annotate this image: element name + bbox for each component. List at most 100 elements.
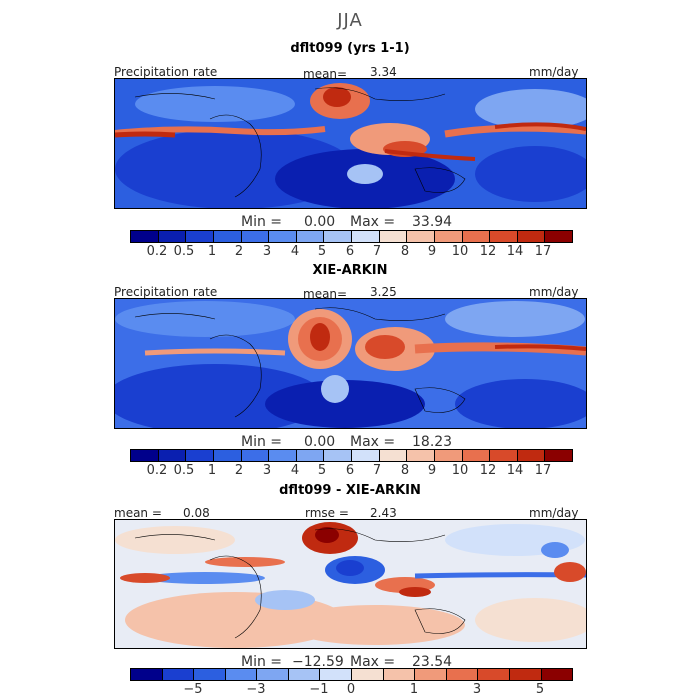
panel-1-map-field — [115, 79, 586, 208]
panel-3-rmse-label: rmse = — [305, 506, 349, 520]
panel-2-colorbar-bin — [462, 450, 491, 461]
panel-2-colorbar — [130, 449, 573, 462]
panel-1-colorbar-bin — [186, 231, 214, 242]
panel-1-colorbar-tick: 6 — [345, 244, 355, 259]
panel-1-colorbar-bin — [462, 231, 491, 242]
panel-1-min-value: 0.00 — [304, 214, 336, 230]
panel-2-colorbar-bin — [517, 450, 546, 461]
panel-2-colorbar-bin — [131, 450, 159, 461]
panel-1-colorbar-bin — [379, 231, 408, 242]
panel-2-colorbar-bin — [269, 450, 297, 461]
panel-3-colorbar-tick: −1 — [309, 682, 329, 697]
panel-2-colorbar-bin — [324, 450, 352, 461]
panel-2-mean-value: 3.25 — [370, 285, 397, 299]
panel-1-colorbar-bin — [490, 231, 518, 242]
panel-2-map-field — [115, 299, 586, 428]
panel-3-colorbar-bin — [478, 669, 510, 680]
panel-1-mean-label: mean= — [303, 67, 348, 81]
panel-3-colorbar-bin — [541, 669, 573, 680]
panel-3-units: mm/day — [529, 506, 579, 520]
panel-1-mean-value: 3.34 — [370, 65, 397, 79]
panel-3-colorbar-bin — [162, 669, 195, 680]
panel-3-colorbar-tick: 5 — [535, 682, 545, 697]
panel-3-mean-value: 0.08 — [183, 506, 210, 520]
panel-3-max-label: Max = — [350, 654, 396, 670]
panel-2-units: mm/day — [529, 285, 579, 299]
panel-2-colorbar-bin — [241, 450, 270, 461]
panel-3-min-label: Min = — [241, 654, 283, 670]
panel-3-map — [114, 519, 587, 649]
panel-2-max-label: Max = — [350, 434, 396, 450]
panel-2-colorbar-bin — [545, 450, 572, 461]
panel-1-colorbar-bin — [352, 231, 380, 242]
panel-3-colorbar-bin — [320, 669, 353, 680]
panel-1-colorbar-bin — [434, 231, 463, 242]
panel-1-min-label: Min = — [241, 214, 283, 230]
panel-3-colorbar-bin — [352, 669, 384, 680]
panel-1-colorbar-tick: 5 — [317, 244, 327, 259]
panel-1-colorbar-bin — [269, 231, 297, 242]
panel-1-variable-label: Precipitation rate — [114, 65, 218, 79]
panel-1-colorbar-bin — [296, 231, 325, 242]
panel-2-variable-label: Precipitation rate — [114, 285, 218, 299]
panel-3-colorbar-bin — [383, 669, 416, 680]
panel-3-title: dflt099 - XIE-ARKIN — [279, 483, 421, 498]
panel-1-colorbar-bin — [131, 231, 159, 242]
panel-1-colorbar-tick: 2 — [234, 244, 244, 259]
panel-1-colorbar-tick: 9 — [427, 244, 437, 259]
panel-3-colorbar-tick: −3 — [246, 682, 266, 697]
panel-1-colorbar-bin — [241, 231, 270, 242]
panel-3-colorbar-bin — [257, 669, 289, 680]
panel-3-colorbar-bin — [225, 669, 258, 680]
panel-3-colorbar-bin — [446, 669, 479, 680]
panel-2-title: XIE-ARKIN — [312, 263, 388, 278]
panel-2-colorbar-bin — [186, 450, 214, 461]
panel-1-colorbar-bin — [545, 231, 572, 242]
panel-1-colorbar-tick: 17 — [534, 244, 552, 259]
panel-2-colorbar-tick: 0.2 — [146, 463, 168, 478]
panel-2-min-label: Min = — [241, 434, 283, 450]
panel-3-colorbar-tick: 0 — [346, 682, 356, 697]
panel-3-max-value: 23.54 — [412, 654, 453, 670]
panel-3-rmse-value: 2.43 — [370, 506, 397, 520]
panel-3-colorbar-bin — [509, 669, 542, 680]
panel-1-colorbar-tick: 7 — [372, 244, 382, 259]
panel-2-colorbar-tick: 9 — [427, 463, 437, 478]
panel-1-map — [114, 78, 587, 209]
panel-2-colorbar-tick: 0.5 — [173, 463, 195, 478]
panel-3-colorbar-bin — [131, 669, 163, 680]
panel-3-mean-label: mean = — [114, 506, 162, 520]
panel-2-colorbar-bin — [352, 450, 380, 461]
panel-2-colorbar-tick: 2 — [234, 463, 244, 478]
panel-1-colorbar-bin — [517, 231, 546, 242]
panel-2-colorbar-bin — [213, 450, 242, 461]
panel-2-colorbar-tick: 10 — [451, 463, 469, 478]
panel-1-colorbar-bin — [324, 231, 352, 242]
panel-1-max-label: Max = — [350, 214, 396, 230]
panel-1-colorbar — [130, 230, 573, 243]
panel-1-colorbar-bin — [213, 231, 242, 242]
panel-3-min-value: −12.59 — [292, 654, 344, 670]
panel-2-min-value: 0.00 — [304, 434, 336, 450]
panel-2-max-value: 18.23 — [412, 434, 453, 450]
panel-2-colorbar-tick: 8 — [400, 463, 410, 478]
panel-2-mean-label: mean= — [303, 287, 348, 301]
panel-3-map-field — [115, 520, 586, 648]
panel-1-colorbar-tick: 3 — [262, 244, 272, 259]
panel-1-max-value: 33.94 — [412, 214, 453, 230]
panel-2-colorbar-tick: 5 — [317, 463, 327, 478]
panel-1-colorbar-tick: 0.5 — [173, 244, 195, 259]
panel-3-colorbar-tick: 1 — [409, 682, 419, 697]
panel-2-colorbar-tick: 1 — [207, 463, 217, 478]
panel-2-colorbar-tick: 12 — [479, 463, 497, 478]
panel-2-colorbar-bin — [434, 450, 463, 461]
panel-3-colorbar-bin — [415, 669, 447, 680]
panel-1-units: mm/day — [529, 65, 579, 79]
panel-3-colorbar-bin — [288, 669, 321, 680]
panel-3-colorbar-tick: 3 — [472, 682, 482, 697]
panel-2-colorbar-bin — [158, 450, 187, 461]
panel-1-colorbar-tick: 10 — [451, 244, 469, 259]
panel-2-colorbar-tick: 3 — [262, 463, 272, 478]
panel-2-colorbar-tick: 14 — [506, 463, 524, 478]
panel-2-colorbar-tick: 6 — [345, 463, 355, 478]
